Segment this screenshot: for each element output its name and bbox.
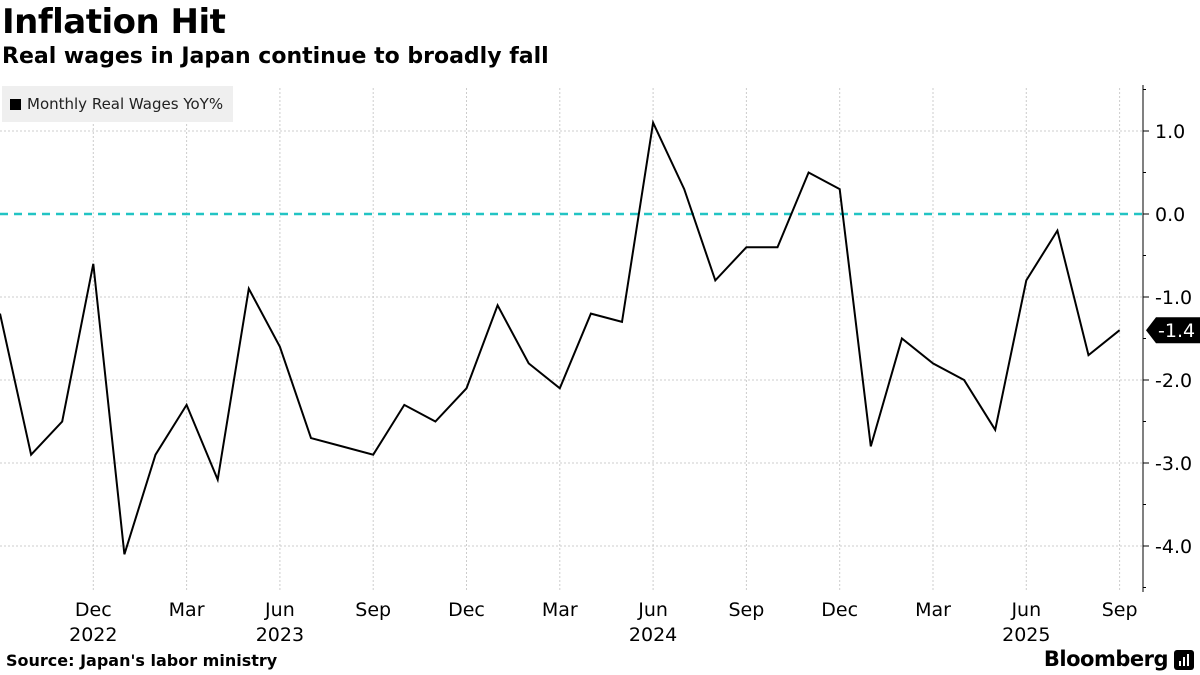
y-axis: 1.0 0.0 -1.0 -2.0 -3.0 -4.0 xyxy=(1142,85,1192,592)
horizontal-gridlines xyxy=(0,130,1143,547)
y-tick-label: -2.0 xyxy=(1155,370,1192,392)
x-year-label: 2024 xyxy=(629,624,677,646)
series-layer xyxy=(0,119,1121,555)
x-tick-label: Mar xyxy=(542,599,578,621)
chart-title: Inflation Hit xyxy=(2,2,226,42)
last-value-tag xyxy=(1146,317,1200,344)
x-tick-label: Mar xyxy=(169,599,205,621)
x-tick-label: Sep xyxy=(355,599,391,621)
x-year-label: 2025 xyxy=(1002,624,1050,646)
x-tick-label: Jun xyxy=(264,599,295,621)
x-tick-label: Dec xyxy=(448,599,485,621)
legend-label: Monthly Real Wages YoY% xyxy=(27,95,224,113)
x-tick-label: Dec xyxy=(821,599,858,621)
last-value-badge: -1.4 xyxy=(1146,317,1200,344)
last-value-label: -1.4 xyxy=(1158,320,1195,342)
series-line xyxy=(0,119,1121,555)
legend-swatch xyxy=(10,98,21,110)
chart-subtitle: Real wages in Japan continue to broadly … xyxy=(2,44,549,69)
x-tick-label: Sep xyxy=(728,599,764,621)
source-note: Source: Japan's labor ministry xyxy=(6,651,278,670)
x-tick-label: Mar xyxy=(915,599,951,621)
legend: Monthly Real Wages YoY% xyxy=(2,86,234,122)
brand-logo: Bloomberg xyxy=(1043,647,1169,671)
x-tick-label: Jun xyxy=(1010,599,1041,621)
y-tick-label: -4.0 xyxy=(1155,536,1192,558)
y-tick-label: 0.0 xyxy=(1155,204,1185,226)
y-tick-label: 1.0 xyxy=(1155,121,1185,143)
x-tick-label: Sep xyxy=(1102,599,1138,621)
x-axis-labels: Dec Mar Jun Sep Dec Mar Jun Sep Dec Mar Jun Sep 2022… xyxy=(69,599,1137,646)
x-year-label: 2022 xyxy=(69,624,117,646)
y-tick-label: -3.0 xyxy=(1155,453,1192,475)
vertical-gridlines xyxy=(92,88,1121,592)
x-tick-label: Dec xyxy=(75,599,112,621)
y-tick-label: -1.0 xyxy=(1155,287,1192,309)
x-year-label: 2023 xyxy=(256,624,304,646)
terminal-icon xyxy=(1174,650,1194,670)
x-tick-label: Jun xyxy=(637,599,668,621)
